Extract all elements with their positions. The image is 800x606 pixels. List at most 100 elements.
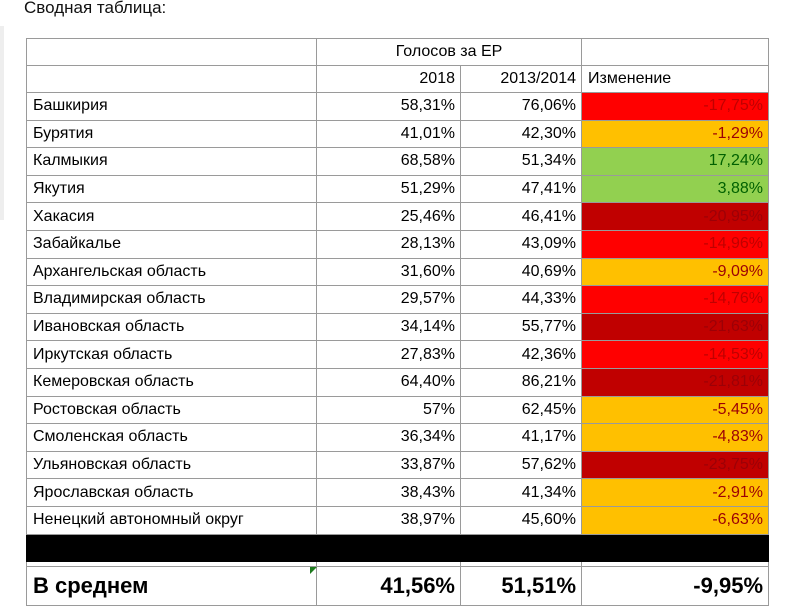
votes-2013-cell[interactable]: 44,33% [459, 285, 583, 314]
region-cell[interactable]: Смоленская область [26, 423, 317, 452]
table-row: Ненецкий автономный округ 38,97% 45,60% -6,… [26, 505, 770, 535]
average-2013[interactable]: 51,51% [459, 565, 583, 606]
votes-2018-cell[interactable]: 25,46% [316, 202, 461, 231]
votes-2013-cell[interactable]: 42,36% [459, 340, 583, 369]
change-cell[interactable]: -14,96% [581, 229, 770, 259]
votes-2013-cell[interactable]: 86,21% [459, 367, 583, 397]
table-row: Ярославская область 38,43% 41,34% -2,91% [26, 478, 770, 507]
header-col-change: Изменение [581, 65, 770, 93]
region-cell[interactable]: Архангельская область [26, 257, 317, 287]
change-cell[interactable]: -1,29% [581, 119, 770, 149]
separator-cell [316, 533, 461, 562]
votes-2013-cell[interactable]: 42,30% [459, 119, 583, 149]
votes-2013-cell[interactable]: 57,62% [459, 450, 583, 480]
votes-2013-cell[interactable]: 41,17% [459, 423, 583, 452]
votes-2018-cell[interactable]: 57% [316, 395, 461, 425]
region-cell[interactable]: Ивановская область [26, 312, 317, 342]
change-cell[interactable]: -14,53% [581, 340, 770, 369]
region-cell[interactable]: Калмыкия [26, 147, 317, 176]
votes-2013-cell[interactable]: 76,06% [459, 92, 583, 121]
average-change[interactable]: -9,95% [581, 565, 770, 606]
header-col-2013: 2013/2014 [459, 65, 583, 93]
change-cell[interactable]: -17,75% [581, 92, 770, 121]
change-cell[interactable]: -9,09% [581, 257, 770, 287]
region-cell[interactable]: Бурятия [26, 119, 317, 149]
separator-cell [581, 533, 770, 562]
votes-2018-cell[interactable]: 58,31% [316, 92, 461, 121]
votes-2013-cell[interactable]: 47,41% [459, 174, 583, 204]
summary-table: Голосов за ЕР 2018 2013/2014 Изменение Б… [26, 38, 770, 606]
votes-2018-cell[interactable]: 64,40% [316, 367, 461, 397]
average-label[interactable]: В среднем [26, 565, 317, 606]
change-cell[interactable]: -21,63% [581, 312, 770, 342]
table-row: Ивановская область 34,14% 55,77% -21,63% [26, 312, 770, 342]
votes-2018-cell[interactable]: 29,57% [316, 285, 461, 314]
region-cell[interactable]: Кемеровская область [26, 367, 317, 397]
region-cell[interactable]: Башкирия [26, 92, 317, 121]
votes-2013-cell[interactable]: 45,60% [459, 505, 583, 535]
votes-2018-cell[interactable]: 34,14% [316, 312, 461, 342]
header-row-columns: 2018 2013/2014 Изменение [26, 65, 770, 93]
spacer-cell [459, 561, 583, 566]
change-cell[interactable]: -4,83% [581, 423, 770, 452]
page-caption: Сводная таблица: [24, 0, 167, 17]
votes-2013-cell[interactable]: 46,41% [459, 202, 583, 231]
table-row: Владимирская область 29,57% 44,33% -14,76% [26, 285, 770, 314]
table-row: Смоленская область 36,34% 41,17% -4,83% [26, 423, 770, 452]
table-row: Якутия 51,29% 47,41% 3,88% [26, 174, 770, 204]
table-row: Хакасия 25,46% 46,41% -20,95% [26, 202, 770, 231]
header-col-2018: 2018 [316, 65, 461, 93]
table-row: Башкирия 58,31% 76,06% -17,75% [26, 92, 770, 121]
votes-2018-cell[interactable]: 31,60% [316, 257, 461, 287]
change-cell[interactable]: -14,76% [581, 285, 770, 314]
table-row: Иркутская область 27,83% 42,36% -14,53% [26, 340, 770, 369]
change-cell[interactable]: -21,81% [581, 367, 770, 397]
separator-cell [26, 533, 317, 562]
votes-2018-cell[interactable]: 38,43% [316, 478, 461, 507]
votes-2018-cell[interactable]: 68,58% [316, 147, 461, 176]
header-empty-cell [581, 38, 770, 66]
votes-2013-cell[interactable]: 55,77% [459, 312, 583, 342]
region-cell[interactable]: Ростовская область [26, 395, 317, 425]
left-edge-strip [0, 26, 4, 220]
votes-2013-cell[interactable]: 62,45% [459, 395, 583, 425]
change-cell[interactable]: -2,91% [581, 478, 770, 507]
header-empty-cell [26, 65, 317, 93]
cell-note-marker [309, 567, 317, 574]
change-cell[interactable]: -5,45% [581, 395, 770, 425]
region-cell[interactable]: Хакасия [26, 202, 317, 231]
table-row: Архангельская область 31,60% 40,69% -9,09% [26, 257, 770, 287]
table-row: Кемеровская область 64,40% 86,21% -21,81% [26, 367, 770, 397]
votes-2013-cell[interactable]: 40,69% [459, 257, 583, 287]
change-cell[interactable]: -23,75% [581, 450, 770, 480]
header-group-label: Голосов за ЕР [315, 38, 583, 66]
average-2018[interactable]: 41,56% [316, 565, 461, 606]
region-cell[interactable]: Ярославская область [26, 478, 317, 507]
votes-2013-cell[interactable]: 43,09% [459, 229, 583, 259]
region-cell[interactable]: Якутия [26, 174, 317, 204]
table-row: Ульяновская область 33,87% 57,62% -23,75% [26, 450, 770, 480]
votes-2018-cell[interactable]: 27,83% [316, 340, 461, 369]
region-cell[interactable]: Ульяновская область [26, 450, 317, 480]
region-cell[interactable]: Иркутская область [26, 340, 317, 369]
region-cell[interactable]: Владимирская область [26, 285, 317, 314]
votes-2018-cell[interactable]: 36,34% [316, 423, 461, 452]
votes-2018-cell[interactable]: 33,87% [316, 450, 461, 480]
change-cell[interactable]: 3,88% [581, 174, 770, 204]
change-cell[interactable]: -20,95% [581, 202, 770, 231]
average-row: В среднем 41,56% 51,51% -9,95% [26, 565, 770, 606]
votes-2018-cell[interactable]: 38,97% [316, 505, 461, 535]
spacer-cell [581, 561, 770, 566]
change-cell[interactable]: 17,24% [581, 147, 770, 176]
table-row: Бурятия 41,01% 42,30% -1,29% [26, 119, 770, 149]
region-cell[interactable]: Ненецкий автономный округ [26, 505, 317, 535]
votes-2018-cell[interactable]: 51,29% [316, 174, 461, 204]
header-row-group: Голосов за ЕР [26, 38, 770, 66]
votes-2018-cell[interactable]: 28,13% [316, 229, 461, 259]
votes-2018-cell[interactable]: 41,01% [316, 119, 461, 149]
change-cell[interactable]: -6,63% [581, 505, 770, 535]
votes-2013-cell[interactable]: 41,34% [459, 478, 583, 507]
black-separator-row [26, 533, 770, 562]
region-cell[interactable]: Забайкалье [26, 229, 317, 259]
votes-2013-cell[interactable]: 51,34% [459, 147, 583, 176]
